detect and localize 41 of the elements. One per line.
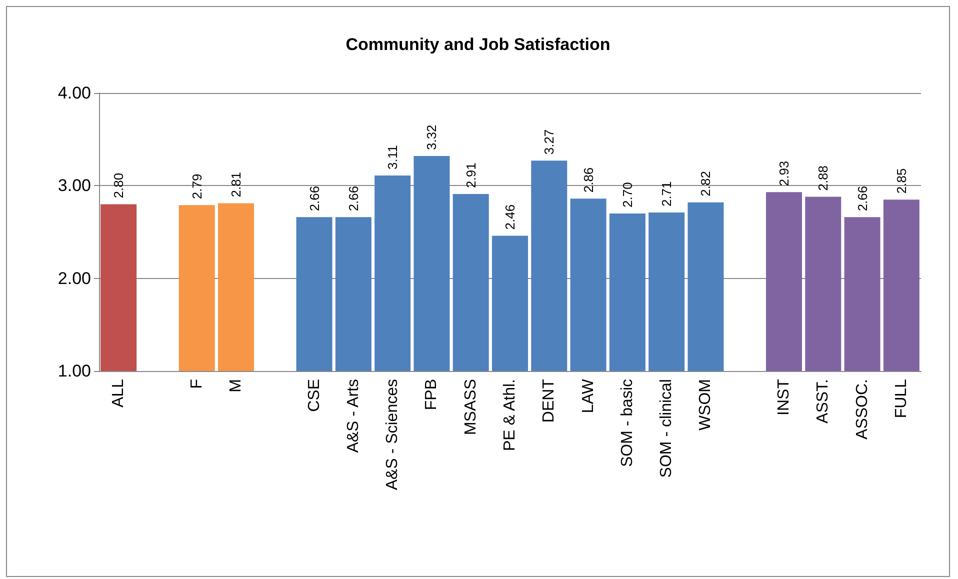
- y-tick-label: 4.00: [58, 84, 91, 102]
- data-label: 2.82: [698, 171, 714, 196]
- x-tick-label: A&S - Arts: [344, 379, 362, 453]
- data-label: 2.86: [580, 167, 596, 193]
- data-label: 3.27: [542, 129, 557, 155]
- x-tick-label: SOM - basic: [618, 379, 636, 468]
- data-label: 2.66: [346, 186, 361, 212]
- x-tick-label: ASST.: [814, 379, 832, 424]
- x-tick-label: FPB: [423, 379, 440, 410]
- data-label: 3.32: [424, 124, 440, 150]
- data-label: 2.70: [620, 182, 635, 208]
- x-tick-label: ALL: [110, 378, 128, 408]
- x-tick-label: SOM - clinical: [658, 379, 676, 478]
- x-tick-label: MSASS: [462, 379, 480, 436]
- data-label: 2.46: [502, 204, 518, 230]
- x-tick-label: LAW: [580, 378, 597, 414]
- x-tick-label: M: [228, 379, 244, 392]
- x-tick-label: A&S - Sciences: [384, 379, 402, 490]
- data-label: 2.91: [463, 162, 478, 188]
- x-tick-label: FULL: [892, 378, 910, 418]
- data-label: 2.79: [189, 174, 204, 200]
- data-label: 2.66: [854, 186, 870, 212]
- x-tick-label: PE & Athl.: [502, 379, 518, 452]
- x-tick-label: CSE: [306, 379, 323, 412]
- data-label: 2.85: [894, 168, 909, 194]
- data-label: 3.11: [385, 145, 400, 170]
- x-tick-label: ASSOC.: [854, 379, 871, 440]
- data-label: 2.66: [306, 186, 322, 212]
- y-tick-label: 3.00: [58, 176, 91, 196]
- data-label: 2.80: [111, 172, 126, 198]
- y-tick-label: 1.00: [58, 362, 91, 380]
- data-label: 2.93: [776, 160, 792, 186]
- data-label: 2.81: [228, 172, 244, 198]
- x-tick-label: F: [188, 378, 206, 389]
- data-label: 2.71: [659, 181, 674, 207]
- data-label: 2.88: [816, 165, 831, 191]
- x-tick-label: INST: [776, 378, 792, 416]
- x-tick-label: WSOM: [697, 379, 714, 431]
- chart-title: Community and Job Satisfaction: [346, 35, 610, 54]
- x-tick-label: DENT: [540, 378, 558, 423]
- y-tick-label: 2.00: [58, 268, 91, 288]
